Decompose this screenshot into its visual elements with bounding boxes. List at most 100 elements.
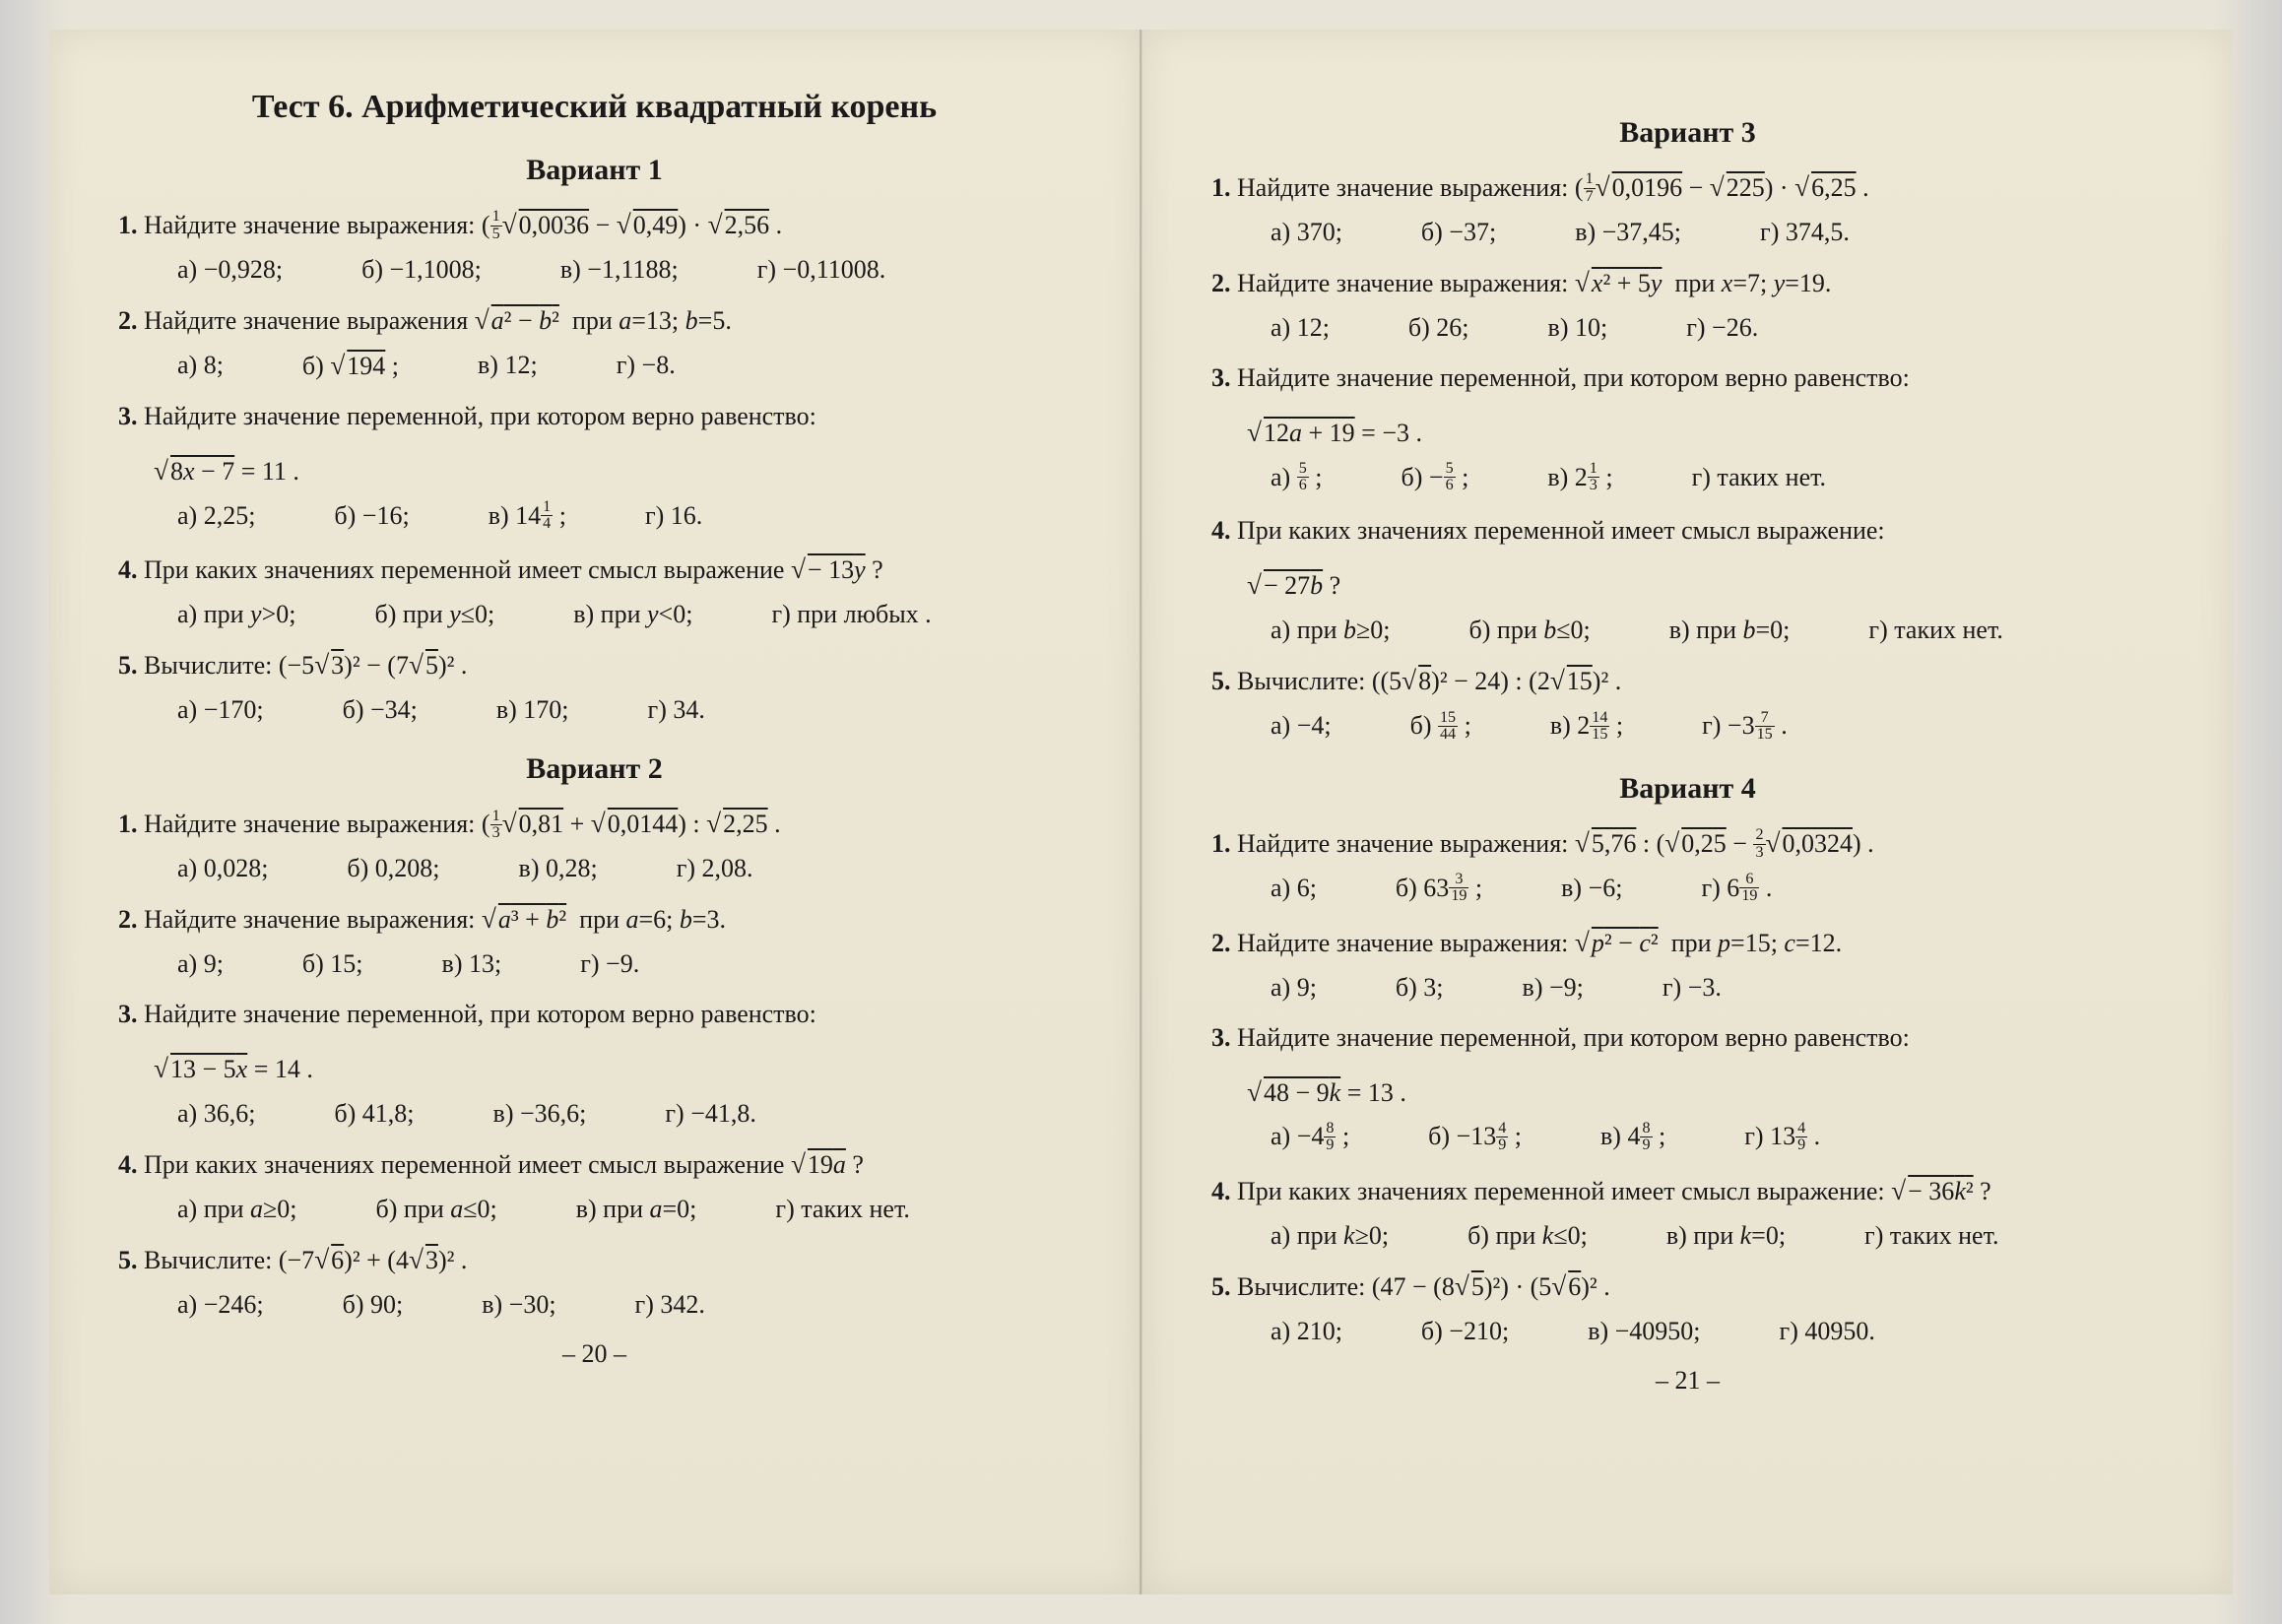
question-cont: √48 − 9k = 13 . xyxy=(1211,1072,2164,1113)
answer-option: а) 9; xyxy=(1271,973,1317,1003)
answer-option: а) −0,928; xyxy=(177,255,283,285)
question: 4. При каких значениях переменной имеет … xyxy=(118,1144,1071,1185)
answer-option: г) таких нет. xyxy=(775,1195,909,1224)
q-num: 4. xyxy=(1211,516,1231,545)
answer-option: б) 1544 ; xyxy=(1410,711,1471,745)
answer-option: г) 16. xyxy=(645,501,702,535)
test-title: Тест 6. Арифметический квадратный корень xyxy=(118,89,1071,126)
answer-option: б) −37; xyxy=(1421,218,1496,247)
answer-option: б) 63319 ; xyxy=(1396,874,1482,907)
answer-option: г) 40950. xyxy=(1780,1317,1875,1346)
q-num: 3. xyxy=(1211,1023,1231,1052)
answer-option: б) при a≤0; xyxy=(376,1195,497,1224)
question: 5. Вычислите: (−5√3)² − (7√5)² . xyxy=(118,645,1071,685)
q-num: 4. xyxy=(118,1150,138,1179)
answer-option: в) 12; xyxy=(478,351,538,381)
question: 1. Найдите значение выражения: (17√0,019… xyxy=(1211,167,2164,208)
answer-option: в) −6; xyxy=(1561,874,1622,907)
q-num: 2. xyxy=(1211,929,1231,957)
q-num: 3. xyxy=(118,1000,138,1028)
question: 3. Найдите значение переменной, при кото… xyxy=(118,995,1071,1033)
q-num: 2. xyxy=(118,905,138,934)
answer-option: а) 2,25; xyxy=(177,501,255,535)
answer-option: г) 6619 . xyxy=(1701,874,1772,907)
answers: а) −246; б) 90; в) −30; г) 342. xyxy=(118,1290,1071,1320)
question-cont: √12a + 19 = −3 . xyxy=(1211,413,2164,453)
answer-option: б) −210; xyxy=(1421,1317,1509,1346)
answer-option: а) 56 ; xyxy=(1271,463,1323,496)
answer-option: г) 34. xyxy=(648,695,705,725)
answer-option: в) при a=0; xyxy=(576,1195,697,1224)
answers: а) при y>0; б) при y≤0; в) при y<0; г) п… xyxy=(118,600,1071,629)
answer-option: г) 342. xyxy=(635,1290,705,1320)
answer-option: в) −1,1188; xyxy=(560,255,679,285)
answers: а) при k≥0; б) при k≤0; в) при k=0; г) т… xyxy=(1211,1221,2164,1251)
answer-option: б) 90; xyxy=(343,1290,404,1320)
variant-title: Вариант 1 xyxy=(118,154,1071,187)
answer-option: а) при k≥0; xyxy=(1271,1221,1389,1251)
answer-option: в) 10; xyxy=(1548,313,1608,343)
q-num: 4. xyxy=(1211,1177,1231,1205)
answers: а) 9; б) 3; в) −9; г) −3. xyxy=(1211,973,2164,1003)
q-num: 5. xyxy=(1211,667,1231,695)
question: 1. Найдите значение выражения: √5,76 : (… xyxy=(1211,823,2164,864)
answer-option: а) 8; xyxy=(177,351,224,381)
answer-option: г) −9. xyxy=(580,949,639,979)
question: 5. Вычислите: (−7√6)² + (4√3)² . xyxy=(118,1240,1071,1280)
q-num: 5. xyxy=(118,1246,138,1274)
answer-option: а) 6; xyxy=(1271,874,1317,907)
answer-option: б) −34; xyxy=(343,695,418,725)
answer-option: а) при a≥0; xyxy=(177,1195,297,1224)
answer-option: г) таких нет. xyxy=(1692,463,1826,496)
question: 5. Вычислите: ((5√8)² − 24) : (2√15)² . xyxy=(1211,661,2164,701)
answer-option: б) при b≤0; xyxy=(1469,616,1591,645)
answers: а) 9; б) 15; в) 13; г) −9. xyxy=(118,949,1071,979)
answer-option: г) −8. xyxy=(617,351,676,381)
answer-option: в) 489 ; xyxy=(1600,1122,1665,1155)
answers: а) −0,928; б) −1,1008; в) −1,1188; г) −0… xyxy=(118,255,1071,285)
q-num: 2. xyxy=(118,306,138,335)
q-num: 1. xyxy=(118,810,138,838)
question: 1. Найдите значение выражения: (15√0,003… xyxy=(118,205,1071,245)
q-num: 5. xyxy=(118,651,138,680)
answer-option: г) 374,5. xyxy=(1760,218,1850,247)
answers: а) −489 ; б) −1349 ; в) 489 ; г) 1349 . xyxy=(1211,1122,2164,1155)
question: 2. Найдите значение выражения: √x² + 5y … xyxy=(1211,263,2164,303)
answer-option: г) −26. xyxy=(1686,313,1758,343)
answer-option: в) при y<0; xyxy=(573,600,692,629)
answer-option: а) при b≥0; xyxy=(1271,616,1391,645)
answers: а) −170; б) −34; в) 170; г) 34. xyxy=(118,695,1071,725)
answer-option: в) −37,45; xyxy=(1575,218,1681,247)
q-num: 3. xyxy=(118,402,138,430)
answer-option: г) −3. xyxy=(1663,973,1722,1003)
q-num: 4. xyxy=(118,555,138,584)
question: 2. Найдите значение выражения: √p² − c² … xyxy=(1211,923,2164,963)
answer-option: б) при k≤0; xyxy=(1467,1221,1588,1251)
question: 5. Вычислите: (47 − (8√5)²) · (5√6)² . xyxy=(1211,1267,2164,1307)
answer-option: в) при k=0; xyxy=(1666,1221,1786,1251)
answer-option: а) −246; xyxy=(177,1290,264,1320)
question: 3. Найдите значение переменной, при кото… xyxy=(118,397,1071,435)
question: 2. Найдите значение выражения √a² − b² п… xyxy=(118,300,1071,341)
answer-option: г) при любых . xyxy=(771,600,931,629)
q-num: 1. xyxy=(1211,829,1231,858)
answer-option: а) −489 ; xyxy=(1271,1122,1349,1155)
question: 3. Найдите значение переменной, при кото… xyxy=(1211,1018,2164,1057)
answer-option: г) −3715 . xyxy=(1702,711,1788,745)
question: 4. При каких значениях переменной имеет … xyxy=(118,550,1071,590)
answer-option: г) −41,8. xyxy=(665,1099,756,1129)
answers: а) 2,25; б) −16; в) 1414 ; г) 16. xyxy=(118,501,1071,535)
answers: а) −4; б) 1544 ; в) 21415 ; г) −3715 . xyxy=(1211,711,2164,745)
answer-option: г) −0,11008. xyxy=(757,255,886,285)
variant-title: Вариант 4 xyxy=(1211,772,2164,806)
answer-option: б) √194 ; xyxy=(302,351,399,381)
answer-option: в) −9; xyxy=(1523,973,1584,1003)
answer-option: а) −170; xyxy=(177,695,264,725)
question: 3. Найдите значение переменной, при кото… xyxy=(1211,358,2164,397)
answers: а) 36,6; б) 41,8; в) −36,6; г) −41,8. xyxy=(118,1099,1071,1129)
question: 2. Найдите значение выражения: √a³ + b² … xyxy=(118,899,1071,940)
variant-title: Вариант 2 xyxy=(118,752,1071,786)
answers: а) 370; б) −37; в) −37,45; г) 374,5. xyxy=(1211,218,2164,247)
answer-option: б) при y≤0; xyxy=(374,600,494,629)
answer-option: б) −1349 ; xyxy=(1428,1122,1522,1155)
